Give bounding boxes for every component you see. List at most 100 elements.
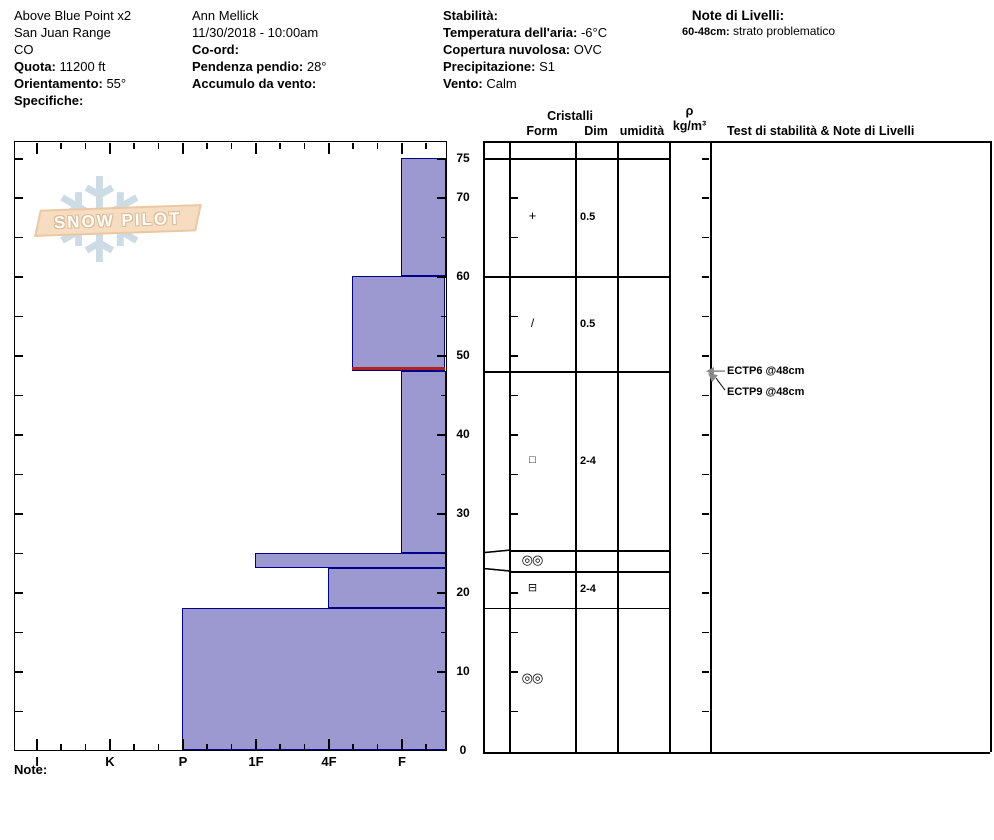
table-row-line [483, 158, 669, 160]
hardness-label: P [178, 754, 188, 769]
table-row-line [483, 276, 669, 278]
hardness-tick [60, 743, 62, 750]
hardness-tick [157, 142, 160, 149]
hardness-tick [328, 142, 330, 154]
header-field-value: -6°C [577, 25, 608, 40]
header-line: Copertura nuvolosa: OVC [443, 41, 607, 58]
hardness-tick [109, 142, 111, 154]
table-column-line [483, 141, 485, 752]
table-depth-tick [701, 236, 709, 239]
table-depth-tick [701, 434, 709, 436]
table-depth-tick [510, 434, 518, 436]
header-field-value: 55° [102, 76, 127, 91]
grain-size-value: 2-4 [580, 454, 596, 467]
table-depth-tick [701, 197, 709, 199]
header-field-label: Vento: [443, 76, 483, 91]
header-field-label: Co-ord: [192, 42, 239, 57]
table-depth-tick [510, 473, 518, 476]
depth-label: 70 [456, 190, 470, 205]
table-column-line [990, 141, 992, 752]
header-observer-column: Ann Mellick 11/30/2018 - 10:00am Co-ord: Pe… [192, 7, 327, 92]
hardness-tick [352, 743, 354, 750]
depth-tick [436, 197, 446, 199]
snow-layer-bar [352, 276, 446, 372]
depth-tick [440, 473, 446, 476]
layer-note-text: strato problematico [729, 24, 836, 38]
depth-tick [440, 394, 446, 397]
hardness-tick [182, 738, 184, 750]
hardness-tick [60, 142, 62, 149]
table-row-line [483, 371, 669, 373]
hardness-tick [230, 743, 233, 750]
table-border-line [483, 141, 990, 143]
table-depth-tick [701, 276, 709, 278]
hardness-tick [230, 142, 233, 149]
hardness-tick [255, 142, 257, 154]
hardness-label: K [105, 754, 115, 769]
hardness-label: I [35, 754, 39, 769]
header-line: 11/30/2018 - 10:00am [192, 24, 327, 41]
grain-form-symbol: □ [529, 453, 536, 466]
grain-form-symbol: ◎◎ [521, 669, 544, 685]
depth-tick [15, 710, 23, 713]
table-header-density-symbol: ρ [685, 104, 694, 118]
depth-tick [440, 315, 446, 318]
table-column-line [509, 141, 511, 752]
hardness-tick [84, 142, 87, 149]
depth-label: 0 [459, 743, 467, 757]
hardness-tick [279, 142, 281, 149]
hardness-tick [376, 743, 379, 750]
table-depth-tick [701, 158, 709, 160]
hardness-tick [133, 142, 135, 149]
table-depth-tick [701, 394, 709, 397]
depth-label: 30 [456, 506, 470, 521]
header-line: Precipitazione: S1 [443, 58, 607, 75]
header-line: Co-ord: [192, 41, 327, 58]
table-border-line [483, 752, 990, 754]
header-field-value: Above Blue Point x2 [14, 8, 132, 23]
snow-layer-bar [328, 568, 446, 608]
header-field-value: OVC [570, 42, 602, 57]
table-depth-tick [701, 631, 709, 634]
header-field-label: Accumulo da vento: [192, 76, 317, 91]
grain-size-value: 0.5 [580, 211, 596, 224]
header-layer-notes-column: Note di Livelli: 60-48cm: strato problem… [640, 7, 836, 40]
header-field-label: Orientamento: [14, 76, 103, 91]
header-line: Ann Mellick [192, 7, 327, 24]
table-depth-tick [701, 710, 709, 713]
hardness-label: F [398, 754, 406, 769]
header-line: Quota: 11200 ft [14, 58, 131, 75]
hardness-tick [303, 743, 306, 750]
depth-tick [440, 631, 446, 634]
depth-tick [15, 276, 23, 278]
layer-note-range: 60-48cm: [682, 26, 730, 38]
depth-tick [436, 434, 446, 436]
hardness-plot-frame [14, 141, 447, 751]
depth-label: 20 [456, 585, 470, 600]
table-depth-tick [701, 552, 709, 555]
table-header-stability-tests: Test di stabilità & Note di Livelli [727, 124, 915, 138]
hardness-tick [206, 743, 208, 750]
depth-tick [436, 592, 446, 594]
depth-tick [436, 355, 446, 357]
layer-note: 60-48cm: strato problematico [640, 24, 836, 40]
depth-tick [436, 513, 446, 515]
depth-tick [15, 592, 23, 594]
header-weather-column: Stabilità: Temperatura dell'aria: -6°C Cop… [443, 7, 607, 92]
grain-form-symbol: ⊟ [527, 582, 537, 595]
hardness-tick [255, 738, 257, 750]
table-column-line [575, 141, 577, 752]
header-field-value: Calm [482, 76, 517, 91]
header-field-value: Ann Mellick [192, 8, 259, 23]
table-depth-tick [510, 197, 518, 199]
header-field-label: Precipitazione: [443, 59, 536, 74]
table-depth-tick [701, 671, 709, 673]
header-field-value: CO [14, 42, 34, 57]
grain-form-symbol: + [528, 208, 537, 224]
table-row-line [509, 571, 669, 573]
hardness-label: 1F [248, 754, 264, 769]
depth-tick [440, 710, 446, 713]
hardness-label: 4F [321, 754, 337, 769]
hardness-tick [157, 743, 160, 750]
